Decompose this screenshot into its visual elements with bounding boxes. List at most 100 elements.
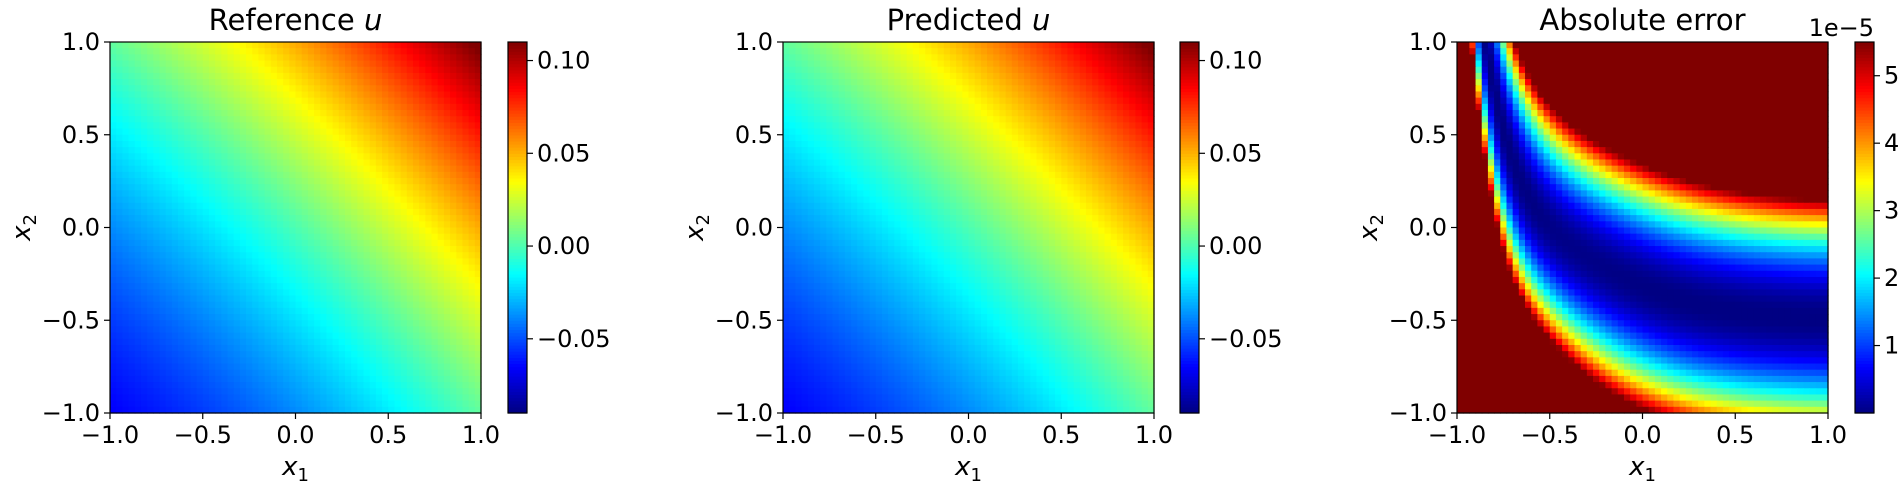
heatmap-cell [1079,91,1087,99]
heatmap-cell [375,97,383,105]
heatmap-cell [147,357,154,365]
heatmap-cell [462,283,470,290]
heatmap-cell [258,128,266,136]
heatmap-cell [215,270,222,278]
heatmap-cell [208,122,216,130]
heatmap-cell [202,264,210,272]
heatmap-cell [437,116,445,123]
heatmap-cell [801,42,809,49]
heatmap-cell [369,332,377,340]
heatmap-cell [289,184,297,191]
heatmap-cell [789,97,796,105]
heatmap-cell [208,202,216,210]
heatmap-cell [807,97,815,105]
heatmap-cell [1005,110,1013,117]
heatmap-cell [307,252,315,260]
heatmap-cell [171,382,179,389]
heatmap-cell [110,79,117,86]
heatmap-cell [394,48,402,55]
heatmap-cell [437,289,445,297]
heatmap-cell [159,66,167,74]
heatmap-cell [412,42,420,49]
heatmap-cell [159,54,167,62]
heatmap-cell [196,140,204,148]
heatmap-cell [382,357,389,365]
heatmap-cell [196,301,204,309]
heatmap-cell [962,165,970,173]
heatmap-cell [116,60,123,68]
heatmap-cell [425,54,433,62]
heatmap-cell [400,301,408,309]
colorbar-segment [508,79,527,83]
heatmap-cell [807,116,815,123]
colorbar-segment [508,270,527,275]
heatmap-cell [1141,116,1149,123]
heatmap-cell [264,97,272,105]
heatmap-cell [351,184,358,191]
heatmap-cell [208,215,216,222]
heatmap-cell [252,314,259,321]
heatmap-cell [320,178,328,185]
heatmap-cell [1055,66,1062,74]
heatmap-cell [1042,54,1050,62]
heatmap-cell [462,159,470,167]
heatmap-cell [419,122,426,130]
heatmap-cell [900,85,908,93]
heatmap-cell [375,147,383,154]
heatmap-cell [258,103,266,111]
heatmap-cell [1067,134,1075,142]
heatmap-cell [425,165,433,173]
heatmap-cell [326,375,334,383]
heatmap-cell [382,116,389,123]
heatmap-cell [227,246,235,253]
heatmap-cell [375,338,383,346]
heatmap-cell [437,326,445,334]
heatmap-cell [838,42,846,49]
heatmap-cell [1110,110,1118,117]
heatmap-cell [153,357,161,365]
heatmap-cell [912,128,920,136]
heatmap-cell [178,140,185,148]
heatmap-cell [301,227,309,235]
heatmap-cell [869,116,877,123]
heatmap-cell [375,301,383,309]
heatmap-cell [400,233,408,241]
colorbar-segment [508,332,527,337]
heatmap-cell [425,227,433,235]
heatmap-cell [171,159,179,167]
heatmap-cell [165,122,173,130]
heatmap-cell [388,375,396,383]
heatmap-cell [949,122,957,130]
heatmap-cell [258,97,266,105]
heatmap-cell [338,202,346,210]
heatmap-cell [1147,122,1155,130]
heatmap-cell [1092,159,1099,167]
heatmap-cell [283,375,290,383]
heatmap-cell [388,140,396,148]
heatmap-cell [116,295,123,303]
heatmap-cell [153,314,161,321]
heatmap-cell [419,295,426,303]
heatmap-cell [1085,60,1093,68]
heatmap-cell [357,351,365,358]
heatmap-cell [344,147,352,154]
heatmap-cell [863,72,871,80]
heatmap-cell [1061,147,1069,154]
heatmap-cell [1005,122,1013,130]
heatmap-cell [382,307,389,315]
heatmap-cell [338,258,346,266]
heatmap-cell [450,122,457,130]
heatmap-cell [171,91,179,99]
heatmap-cell [171,233,179,241]
colorbar-segment [508,171,527,176]
heatmap-cell [468,221,476,229]
heatmap-cell [178,270,185,278]
heatmap-cell [450,54,457,62]
heatmap-cell [270,233,278,241]
heatmap-cell [931,85,939,93]
heatmap-cell [122,332,130,340]
heatmap-cell [357,221,365,229]
heatmap-cell [351,276,358,284]
heatmap-cell [307,215,315,222]
heatmap-cell [450,239,457,247]
